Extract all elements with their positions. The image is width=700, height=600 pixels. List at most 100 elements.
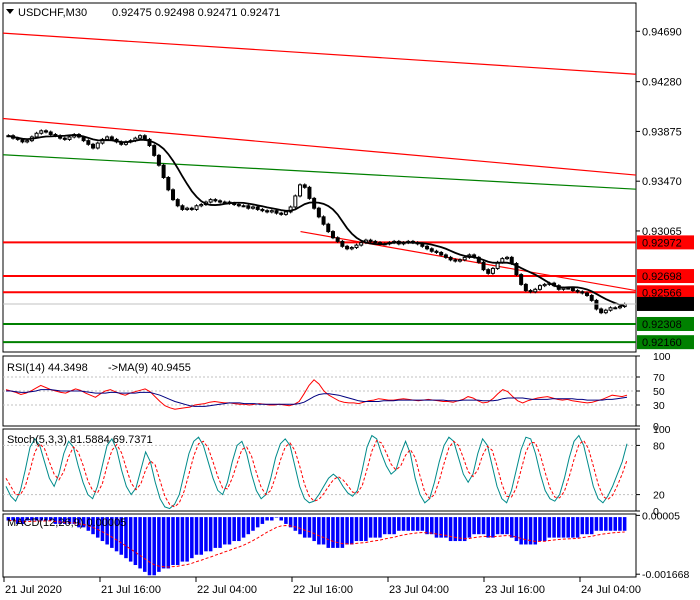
candle-body: [241, 205, 246, 208]
candle-body: [603, 309, 608, 314]
candle-body: [500, 258, 505, 263]
candle-body: [218, 200, 223, 203]
candle-body: [25, 140, 30, 143]
candle-body: [316, 207, 321, 218]
candle-body: [340, 240, 345, 247]
candle-body: [161, 164, 166, 179]
macd-axis-label: -0.001668: [642, 569, 689, 581]
macd-histogram-bar: [415, 517, 420, 531]
macd-histogram-bar: [161, 517, 166, 569]
macd-histogram-bar: [472, 517, 476, 535]
macd-histogram-bar: [622, 517, 627, 531]
candle-body: [453, 259, 458, 262]
macd-histogram-bar: [387, 517, 392, 535]
price-level-label: 0.92160: [642, 337, 682, 349]
macd-histogram-bar: [571, 517, 575, 538]
macd-histogram-bar: [218, 517, 222, 548]
macd-histogram-bar: [53, 517, 58, 524]
macd-histogram-bar: [434, 517, 439, 538]
candle-body: [373, 240, 378, 244]
macd-histogram-bar: [406, 517, 411, 531]
candle-body: [171, 189, 176, 201]
candle-body: [279, 212, 284, 215]
time-axis-label: 22 Jul 16:00: [293, 584, 353, 596]
price-level-tag: [637, 316, 694, 331]
macd-histogram-bar: [279, 517, 283, 521]
macd-histogram-bar: [618, 517, 622, 531]
macd-histogram-bar: [500, 517, 505, 535]
macd-histogram-bar: [194, 517, 199, 555]
candle-body: [490, 267, 495, 274]
rsi-axis-label: 30: [653, 400, 665, 412]
stoch-axis-label: 20: [653, 490, 665, 502]
macd-histogram-bar: [265, 517, 269, 521]
macd-histogram-bar: [157, 517, 161, 572]
trendline: [2, 32, 637, 75]
candle-body: [166, 177, 171, 191]
macd-histogram-bar: [528, 517, 533, 545]
candle-body: [443, 254, 448, 258]
candle-body: [420, 243, 425, 247]
macd-histogram-bar: [307, 517, 312, 538]
macd-histogram-bar: [190, 517, 194, 559]
candle-body: [199, 204, 204, 207]
macd-histogram-bar: [444, 517, 448, 538]
candle-body: [505, 256, 510, 260]
macd-title: MACD(12,26,9) 0.00005: [7, 517, 126, 529]
macd-histogram-bar: [63, 517, 67, 524]
macd-histogram-bar: [345, 517, 349, 545]
macd-histogram-bar: [260, 517, 265, 524]
rsi-axis-label: 0: [653, 421, 659, 433]
macd-histogram-bar: [293, 517, 298, 531]
macd-histogram-bar: [477, 517, 481, 535]
macd-histogram-bar: [331, 517, 335, 548]
macd-histogram-bar: [411, 517, 415, 531]
candle-body: [269, 210, 274, 213]
macd-histogram-bar: [575, 517, 580, 538]
candle-body: [293, 195, 298, 208]
macd-histogram-bar: [561, 517, 566, 538]
macd-histogram-bar: [542, 517, 547, 542]
price-axis-label: 0.93065: [642, 226, 682, 238]
candle-body: [109, 136, 114, 140]
macd-histogram-bar: [138, 517, 142, 569]
time-axis-label: 22 Jul 04:00: [197, 584, 257, 596]
candle-body: [580, 291, 585, 294]
macd-histogram-bar: [533, 517, 538, 545]
stoch-title: Stoch(5,3,3) 81.5884 69.7371: [7, 434, 153, 446]
candle-body: [156, 154, 161, 166]
macd-histogram-bar: [481, 517, 486, 535]
macd-histogram-bar: [467, 517, 472, 538]
candle-body: [265, 210, 270, 213]
macd-histogram-bar: [166, 517, 171, 569]
macd-histogram-bar: [284, 517, 288, 524]
candle-body: [86, 140, 91, 145]
candle-body: [213, 199, 218, 202]
macd-histogram-bar: [397, 517, 401, 531]
macd-histogram-bar: [509, 517, 514, 538]
candle-body: [142, 135, 147, 140]
candle-body: [246, 205, 251, 209]
candle-body: [307, 186, 312, 199]
macd-histogram-bar: [91, 517, 95, 535]
rsi-ma-title: ->MA(9) 40.9455: [108, 362, 191, 374]
macd-histogram-bar: [613, 517, 618, 531]
candle-body: [298, 184, 303, 197]
candle-body: [537, 285, 542, 290]
candle-body: [528, 290, 533, 293]
macd-histogram-bar: [448, 517, 453, 542]
candle-body: [105, 136, 110, 140]
macd-histogram-bar: [312, 517, 316, 542]
candle-body: [533, 288, 538, 293]
macd-histogram-bar: [147, 517, 152, 576]
chart-symbol-label: USDCHF,M30: [18, 7, 87, 19]
candle-body: [434, 250, 439, 253]
candle-body: [180, 205, 185, 210]
candle-body: [599, 308, 604, 314]
macd-histogram-bar: [222, 517, 227, 545]
macd-histogram-bar: [246, 517, 251, 535]
candle-body: [185, 207, 190, 210]
candle-body: [43, 130, 48, 133]
